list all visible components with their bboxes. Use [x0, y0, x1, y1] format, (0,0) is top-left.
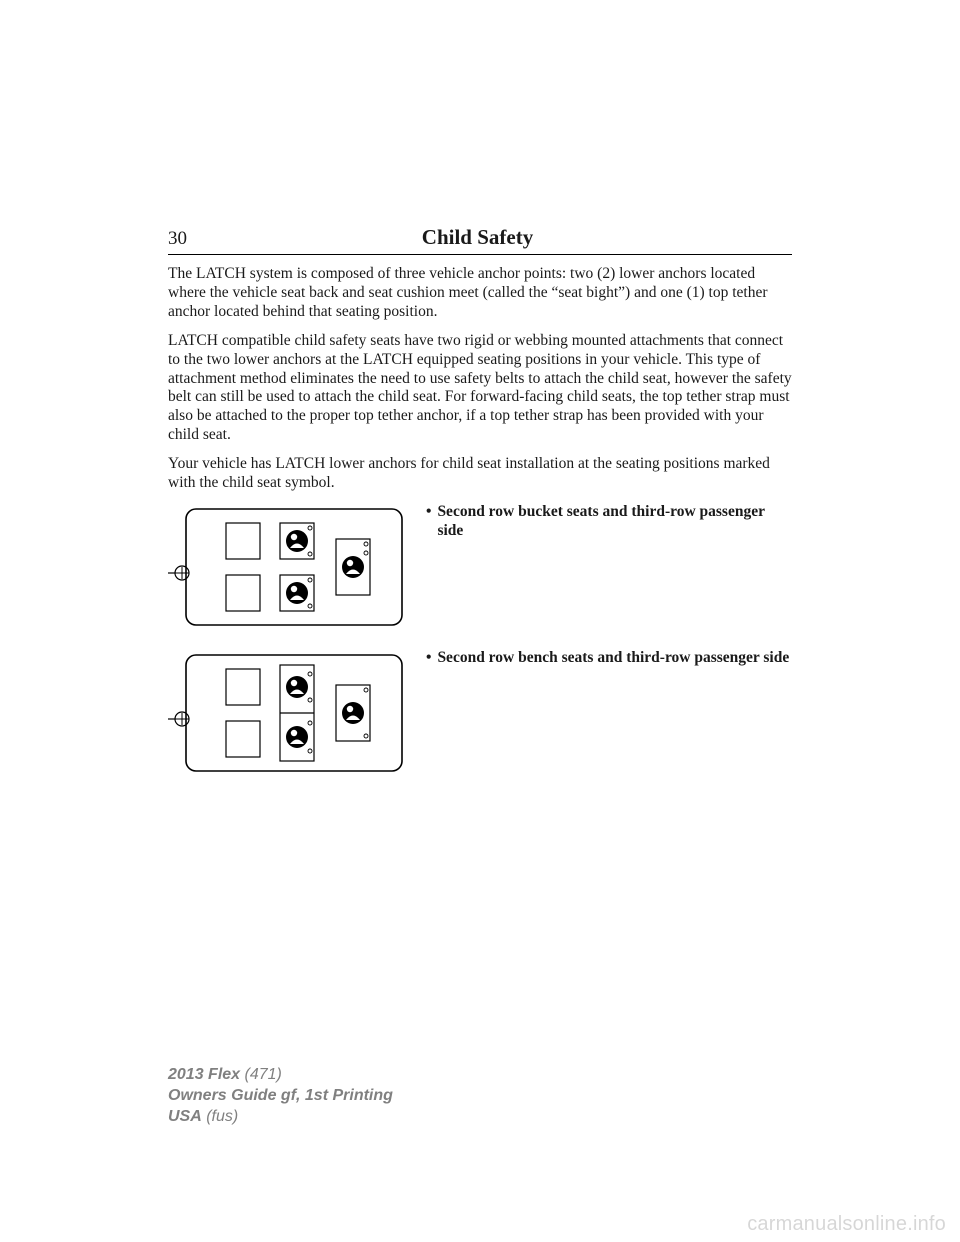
bullet-label-2: Second row bench seats and third-row pas…	[437, 649, 789, 668]
footer-region-code: (fus)	[202, 1108, 238, 1125]
bullet-text-1: • Second row bucket seats and third-row …	[426, 503, 792, 541]
footer-guide: Owners Guide gf, 1st Printing	[168, 1087, 393, 1104]
page-header: 30 Child Safety	[168, 225, 792, 255]
footer-model-code: (471)	[240, 1066, 282, 1083]
footer-region: USA	[168, 1108, 202, 1125]
page-number: 30	[168, 228, 187, 250]
seat-diagram-bucket	[168, 503, 408, 631]
footer-line-3: USA (fus)	[168, 1106, 393, 1127]
paragraph-2: LATCH compatible child safety seats have…	[168, 332, 792, 445]
bullet-label-1: Second row bucket seats and third-row pa…	[437, 503, 792, 541]
page-title: Child Safety	[422, 225, 533, 250]
paragraph-1: The LATCH system is composed of three ve…	[168, 265, 792, 322]
bullet-row-1: • Second row bucket seats and third-row …	[168, 503, 792, 631]
footer-line-1: 2013 Flex (471)	[168, 1064, 393, 1085]
bullet-text-2: • Second row bench seats and third-row p…	[426, 649, 789, 668]
footer-line-2: Owners Guide gf, 1st Printing	[168, 1085, 393, 1106]
paragraph-3: Your vehicle has LATCH lower anchors for…	[168, 455, 792, 493]
bullet-dot-icon: •	[426, 503, 431, 522]
watermark-text: carmanualsonline.info	[747, 1213, 946, 1236]
footer-model: 2013 Flex	[168, 1066, 240, 1083]
bullet-dot-icon: •	[426, 649, 431, 668]
manual-page: 30 Child Safety The LATCH system is comp…	[0, 0, 960, 1242]
footer-block: 2013 Flex (471) Owners Guide gf, 1st Pri…	[168, 1064, 393, 1127]
seat-diagram-bench	[168, 649, 408, 777]
bullet-row-2: • Second row bench seats and third-row p…	[168, 649, 792, 777]
